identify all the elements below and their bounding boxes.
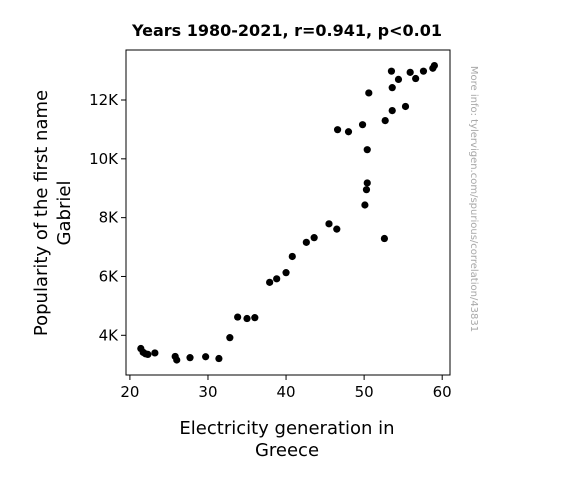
y-tick-label: 6K xyxy=(99,267,120,285)
data-point xyxy=(362,186,371,194)
y-tick-label: 8K xyxy=(99,209,120,227)
x-axis-label-line-2: Greece xyxy=(255,440,319,461)
data-point xyxy=(358,121,367,129)
data-point xyxy=(381,116,389,125)
data-point xyxy=(363,146,371,154)
data-point xyxy=(412,74,420,83)
data-point xyxy=(243,314,251,323)
data-point xyxy=(380,234,389,243)
y-tick-label: 10K xyxy=(89,150,119,168)
data-point xyxy=(388,84,396,92)
y-tick-label: 12K xyxy=(89,91,119,109)
data-point xyxy=(282,269,290,277)
data-point xyxy=(186,354,194,362)
x-tick-label: 50 xyxy=(355,383,374,401)
data-point xyxy=(302,238,310,246)
data-point xyxy=(388,106,396,115)
data-point xyxy=(401,102,410,111)
data-point xyxy=(344,128,353,136)
x-tick-label: 40 xyxy=(277,383,296,401)
chart-title: Years 1980-2021, r=0.941, p<0.01 xyxy=(131,21,442,40)
data-point xyxy=(234,313,242,321)
data-point xyxy=(266,278,274,286)
data-point xyxy=(363,179,371,187)
data-point xyxy=(325,220,333,228)
x-tick-label: 20 xyxy=(120,383,139,401)
plot-area: 20 30 40 50 60 4K 6K 8K 10K 12K xyxy=(89,49,452,401)
data-point xyxy=(387,67,396,75)
data-point xyxy=(144,350,152,359)
y-axis-label-line-2: Gabriel xyxy=(54,181,75,246)
data-point xyxy=(288,252,296,261)
data-point xyxy=(202,353,210,361)
data-point xyxy=(333,225,341,233)
axes-frame xyxy=(125,49,451,376)
data-point xyxy=(365,89,373,97)
data-point xyxy=(310,234,318,242)
data-point xyxy=(251,314,259,322)
data-point xyxy=(151,349,159,357)
data-point xyxy=(215,354,223,363)
data-point xyxy=(273,275,281,283)
source-note: More info: tylervigen.com/spurious/corre… xyxy=(468,66,479,332)
y-tick-label: 4K xyxy=(99,326,120,344)
data-point xyxy=(173,356,181,364)
data-point xyxy=(333,126,342,134)
data-point xyxy=(430,61,438,70)
x-tick-label: 30 xyxy=(198,383,217,401)
data-point xyxy=(361,201,369,209)
x-tick-label: 60 xyxy=(433,383,452,401)
x-axis-label-line-1: Electricity generation in xyxy=(179,418,394,439)
data-point xyxy=(226,334,234,342)
data-point xyxy=(406,68,414,76)
data-point xyxy=(419,67,428,75)
y-axis-label-line-1: Popularity of the first name xyxy=(31,90,52,336)
data-point xyxy=(394,75,403,84)
